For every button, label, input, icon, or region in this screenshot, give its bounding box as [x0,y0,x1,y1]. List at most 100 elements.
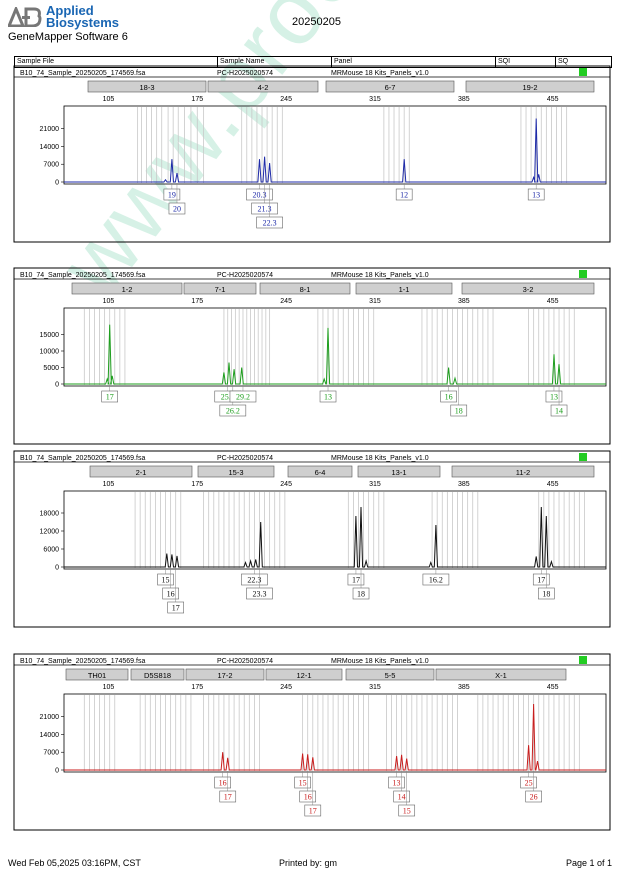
trace-blue [64,118,606,183]
allele-box [319,390,337,403]
allele-call: 20.3 [252,191,266,200]
locus-marker [207,80,319,93]
allele-box [219,790,237,803]
allele-box [538,587,555,600]
allele-box [168,202,186,215]
brand-name: Applied Biosystems [46,3,119,30]
panel-name: MRMouse 18 Kits_Panels_v1.0 [331,272,429,279]
allele-call: 29.2 [236,393,250,402]
allele-call: 17 [172,604,180,613]
allele-call: 14 [398,793,406,802]
footer-date: Wed Feb 05,2025 03:16PM, CST [8,858,141,868]
allele-call: 20 [173,205,181,214]
locus-label: 2-1 [136,468,147,477]
locus-label: 4-2 [258,83,269,92]
allele-box [545,390,563,403]
y-tick-label: 18000 [40,511,60,518]
brand-line1: Applied [46,3,94,18]
allele-call: 16 [445,393,453,402]
col-sqi: SQI [495,57,510,67]
x-tick-label: 175 [191,481,203,488]
allele-box [347,573,365,586]
allele-call: 16 [219,779,227,788]
allele-box [246,587,273,600]
locus-marker [71,282,183,295]
y-tick-label: 6000 [43,547,59,554]
y-tick-label: 0 [55,565,59,572]
locus-label: 8-1 [300,285,311,294]
allele-box [246,188,273,201]
locus-label: TH01 [88,671,106,680]
col-sq: SQ [555,57,568,67]
panel-frame [13,653,611,831]
locus-label: 1-1 [399,285,410,294]
plot-frame [63,105,607,185]
panel-frame [13,450,611,628]
allele-call: 12 [400,191,408,200]
locus-label: 13-1 [391,468,406,477]
allele-call: 13 [324,393,332,402]
locus-marker [357,465,441,478]
x-tick-label: 315 [369,684,381,691]
y-tick-label: 5000 [43,365,59,372]
locus-label: 6-4 [315,468,326,477]
allele-call: 18 [357,590,365,599]
allele-box [163,188,181,201]
locus-marker [465,80,595,93]
x-tick-label: 385 [458,684,470,691]
app-title: GeneMapper Software 6 [8,31,128,43]
locus-marker [185,668,265,681]
trace-red [64,703,606,771]
locus-label: X-1 [495,671,507,680]
col-panel: Panel [331,57,352,67]
allele-call: 18 [542,590,550,599]
locus-label: 7-1 [215,285,226,294]
locus-marker [265,668,343,681]
sample-name: PC-H2025020574 [217,70,273,77]
allele-call: 15 [299,779,307,788]
locus-marker [451,465,595,478]
quality-indicator [579,453,587,461]
y-tick-label: 21000 [40,714,60,721]
panel-frame [13,267,611,445]
x-tick-label: 245 [280,96,292,103]
allele-box [527,188,545,201]
panel-name: MRMouse 18 Kits_Panels_v1.0 [331,455,429,462]
allele-box [229,390,257,403]
y-tick-label: 12000 [40,529,60,536]
y-tick-label: 10000 [40,349,60,356]
x-tick-label: 105 [103,298,115,305]
allele-box [304,804,322,817]
allele-box [241,573,268,586]
trace-green [64,324,606,385]
y-tick-label: 0 [55,180,59,187]
allele-box [299,790,317,803]
locus-marker [461,282,595,295]
allele-call: 21.3 [258,205,272,214]
locus-label: 1-2 [122,285,133,294]
allele-call: 17 [224,793,232,802]
locus-label: 15-3 [228,468,243,477]
allele-call: 18 [455,407,463,416]
locus-marker [197,465,275,478]
x-tick-label: 315 [369,481,381,488]
allele-box [550,404,568,417]
x-tick-label: 385 [458,298,470,305]
x-tick-label: 315 [369,298,381,305]
brand-line2: Biosystems [46,15,119,30]
x-tick-label: 455 [547,298,559,305]
locus-marker [345,668,435,681]
allele-box [352,587,370,600]
x-tick-label: 385 [458,96,470,103]
y-tick-label: 15000 [40,332,60,339]
x-tick-label: 455 [547,684,559,691]
allele-box [256,216,283,229]
allele-call: 16 [304,793,312,802]
locus-marker [355,282,453,295]
sample-name: PC-H2025020574 [217,272,273,279]
allele-box [167,601,185,614]
panel-name: MRMouse 18 Kits_Panels_v1.0 [331,658,429,665]
sample-name: PC-H2025020574 [217,455,273,462]
allele-call: 13 [550,393,558,402]
y-tick-label: 7000 [43,162,59,169]
